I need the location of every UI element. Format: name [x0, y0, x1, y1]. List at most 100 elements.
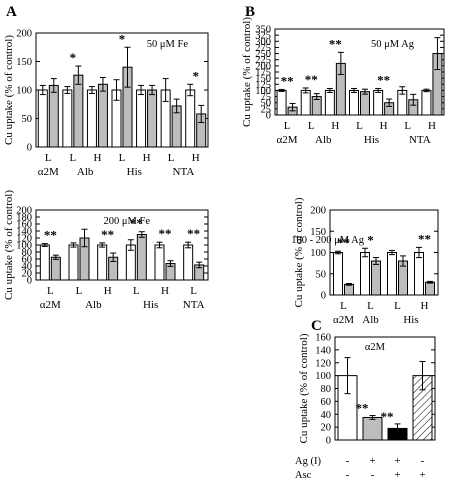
condition-value: - — [421, 455, 425, 467]
y-tick-label: 50 — [261, 98, 272, 109]
group-label: His — [127, 166, 142, 178]
bar-pair-label: H — [331, 120, 339, 132]
condition-value: + — [369, 455, 375, 467]
condition-value: - — [371, 469, 375, 481]
y-tick-label: 60 — [321, 397, 332, 408]
y-tick-label: 100 — [16, 241, 32, 252]
control-bar — [387, 252, 397, 296]
y-tick-label: 200 — [16, 206, 32, 217]
y-tick-label: 50 — [22, 114, 33, 125]
bar-pair-label: L — [308, 120, 315, 132]
significance-marker: ** — [418, 231, 431, 246]
y-tick-label: 100 — [310, 248, 326, 259]
control-bar — [324, 89, 335, 116]
plot-frame — [274, 28, 445, 116]
significance-marker: ** — [281, 73, 294, 88]
group-label: Alb — [362, 314, 379, 326]
group-label: α2M — [40, 299, 61, 311]
group-label: NTA — [409, 134, 431, 146]
bar-pair-label: L — [340, 300, 347, 312]
condition-value: - — [346, 455, 350, 467]
chart-panel-4: 0 50 100 150 200 Cu uptake (% of control)100 … — [291, 197, 439, 326]
bar-pair-label: H — [93, 152, 101, 164]
bar-pair-label: L — [69, 152, 76, 164]
treated-bar — [48, 84, 59, 148]
significance-marker: ** — [101, 227, 114, 242]
y-tick-label: 80 — [22, 248, 33, 259]
control-bar — [421, 89, 432, 116]
significance-marker: * — [70, 50, 77, 65]
y-tick-label: 350 — [255, 25, 271, 36]
y-tick-label: 50 — [316, 269, 327, 280]
treated-bar — [360, 91, 370, 116]
group-label: His — [364, 134, 379, 146]
bar-pair-label: L — [356, 120, 363, 132]
bar-pair-label: L — [367, 300, 374, 312]
bar-pair-label: L — [168, 152, 175, 164]
bar-gray — [362, 416, 383, 441]
bar-pair-label: L — [394, 300, 401, 312]
y-tick-label: 200 — [16, 29, 32, 40]
y-tick-label: 325 — [255, 31, 271, 42]
y-tick-label: 125 — [255, 80, 271, 91]
bar-pair-label: H — [380, 120, 388, 132]
control-bar — [333, 252, 343, 296]
treated-bar — [147, 89, 158, 148]
significance-marker: ** — [305, 72, 318, 87]
bar-pair-label: L — [47, 285, 54, 297]
control-bar — [86, 89, 97, 148]
control-bar — [373, 89, 384, 116]
bar-pair-label: H — [192, 152, 200, 164]
panel-annotation: 50 μM Fe — [147, 39, 189, 50]
y-tick-label: 140 — [16, 227, 32, 238]
control-bar — [360, 252, 370, 296]
control-bar — [349, 89, 359, 116]
significance-marker: * — [119, 31, 126, 46]
y-tick-label: 180 — [16, 213, 32, 224]
bar-pair-label: H — [143, 152, 151, 164]
bar-pair-label: H — [428, 120, 436, 132]
y-tick-label: 150 — [310, 227, 326, 238]
group-label: α2M — [38, 166, 59, 178]
y-tick-label: 300 — [255, 37, 271, 48]
control-bar — [183, 244, 194, 281]
y-tick-label: 200 — [255, 61, 271, 72]
treated-bar — [344, 283, 354, 296]
chart-panel-3: B 025507510012515017520022525027530032535… — [241, 4, 445, 146]
y-tick-label: 150 — [16, 57, 32, 68]
condition-label: Ag (I) — [295, 456, 321, 467]
bar-pair-label: H — [421, 300, 429, 312]
y-axis-label: Cu uptake (% of control) — [3, 190, 15, 300]
y-tick-label: 160 — [16, 220, 32, 231]
significance-marker: ** — [329, 36, 342, 51]
panel-annotation: 50 μM Ag — [371, 39, 415, 50]
group-label: NTA — [183, 299, 205, 311]
control-bar — [136, 89, 147, 148]
y-tick-label: 60 — [22, 255, 33, 266]
y-tick-label: 25 — [261, 104, 272, 115]
y-axis-label: Cu uptake (% of control) — [3, 35, 15, 145]
y-tick-label: 0 — [27, 143, 32, 154]
significance-marker: ** — [381, 409, 394, 424]
y-tick-label: 120 — [315, 358, 331, 369]
condition-label: Asc — [295, 470, 312, 481]
y-tick-label: 120 — [16, 234, 32, 245]
plot-frame — [35, 32, 209, 148]
treated-bar — [371, 260, 381, 296]
condition-value: + — [419, 469, 425, 481]
y-axis-label: Cu uptake (% of control) — [293, 197, 305, 307]
significance-marker: * — [367, 232, 374, 247]
control-bar — [37, 89, 48, 148]
bar-pair-label: L — [76, 285, 83, 297]
bar-pair-label: L — [133, 285, 140, 297]
bar-pair-label: L — [190, 285, 197, 297]
condition-value: - — [346, 469, 350, 481]
group-label: His — [403, 314, 418, 326]
control-bar — [154, 244, 165, 281]
control-bar — [414, 252, 424, 296]
bar-pair-label: L — [284, 120, 291, 132]
significance-marker: ** — [44, 228, 57, 243]
